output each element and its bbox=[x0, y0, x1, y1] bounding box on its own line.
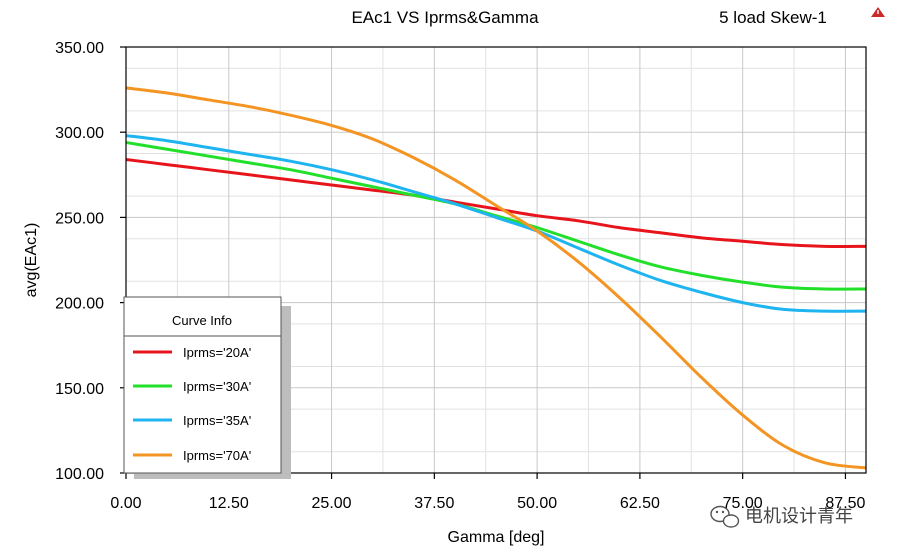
x-axis-label: Gamma [deg] bbox=[448, 529, 545, 546]
x-tick-label: 37.50 bbox=[414, 495, 454, 512]
warning-triangle-icon bbox=[871, 7, 885, 17]
legend-label: Iprms='35A' bbox=[183, 413, 251, 428]
watermark-text: 电机设计青年 bbox=[745, 506, 853, 526]
legend-title: Curve Info bbox=[172, 313, 232, 328]
series-line bbox=[125, 86, 867, 470]
y-tick-label: 250.00 bbox=[55, 210, 104, 227]
series-lines bbox=[125, 86, 867, 470]
x-tick-label: 50.00 bbox=[517, 495, 557, 512]
legend-label: Iprms='30A' bbox=[183, 379, 251, 394]
y-tick-label: 300.00 bbox=[55, 125, 104, 142]
legend-label: Iprms='70A' bbox=[183, 448, 251, 463]
y-tick-label: 350.00 bbox=[55, 40, 104, 57]
x-tick-label: 87.50 bbox=[825, 495, 865, 512]
series-line bbox=[125, 134, 867, 313]
y-ticks: 100.00 150.00 200.00 250.00 300.00 350.00 bbox=[55, 40, 126, 483]
x-tick-label: 0.00 bbox=[110, 495, 141, 512]
y-axis-label: avg(EAc1) bbox=[23, 223, 40, 298]
y-tick-label: 150.00 bbox=[55, 381, 104, 398]
wechat-icon bbox=[710, 505, 740, 528]
legend-label: Iprms='20A' bbox=[183, 345, 251, 360]
x-tick-label: 62.50 bbox=[620, 495, 660, 512]
y-tick-label: 100.00 bbox=[55, 466, 104, 483]
x-ticks: 0.00 12.50 25.00 37.50 50.00 62.50 75.00 87.50 bbox=[110, 473, 866, 512]
chart-subtitle: 5 load Skew-1 bbox=[719, 8, 827, 27]
chart-title: EAc1 VS Iprms&Gamma bbox=[351, 8, 539, 27]
legend-item: Iprms='35A' bbox=[133, 413, 251, 428]
x-tick-label: 75.00 bbox=[723, 495, 763, 512]
series-line bbox=[125, 157, 867, 248]
legend: Curve Info Iprms='20A' Iprms='30A' Iprms='… bbox=[123, 296, 291, 479]
x-tick-label: 12.50 bbox=[209, 495, 249, 512]
plot-frame bbox=[125, 46, 867, 474]
series-line bbox=[125, 140, 867, 291]
watermark: 电机设计青年 bbox=[710, 505, 853, 528]
x-tick-label: 25.00 bbox=[312, 495, 352, 512]
y-tick-label: 200.00 bbox=[55, 296, 104, 313]
legend-item: Iprms='20A' bbox=[133, 345, 251, 360]
legend-item: Iprms='30A' bbox=[133, 379, 251, 394]
legend-item: Iprms='70A' bbox=[133, 448, 251, 463]
